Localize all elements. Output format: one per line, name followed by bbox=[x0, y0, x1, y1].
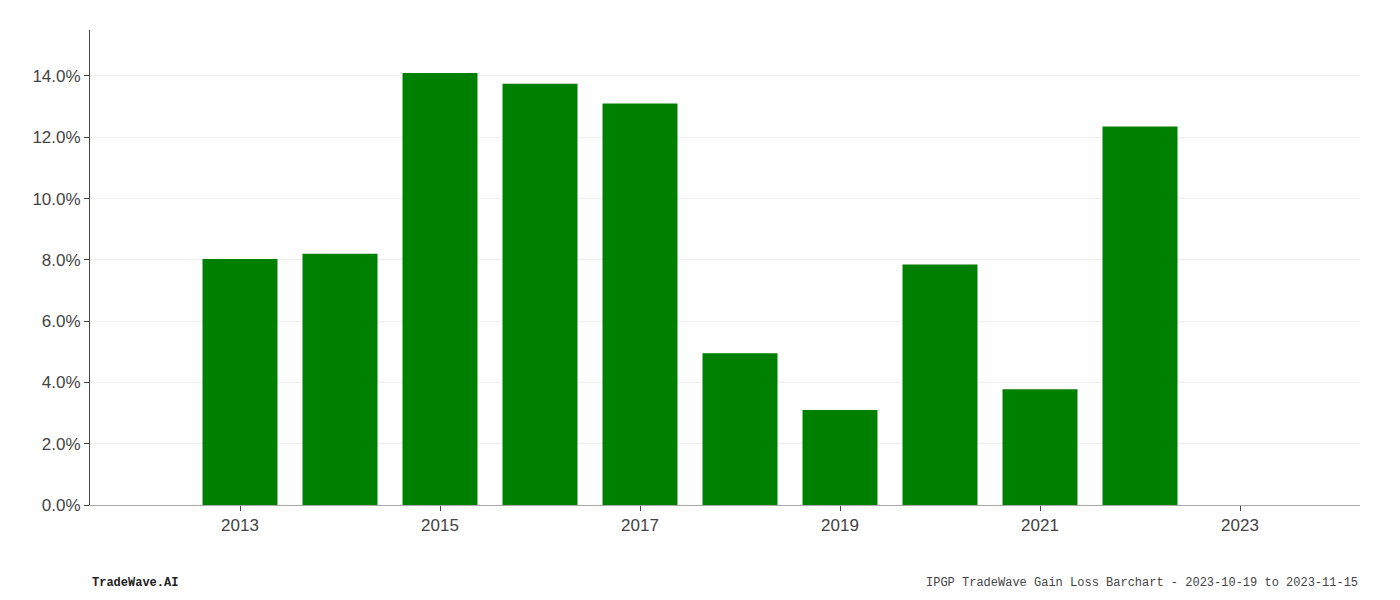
svg-text:6.0%: 6.0% bbox=[42, 312, 81, 331]
svg-text:TradeWave.AI: TradeWave.AI bbox=[92, 576, 178, 590]
svg-text:2021: 2021 bbox=[1021, 516, 1059, 535]
svg-text:4.0%: 4.0% bbox=[42, 373, 81, 392]
svg-text:IPGP TradeWave Gain Loss Barch: IPGP TradeWave Gain Loss Barchart - 2023… bbox=[926, 576, 1358, 590]
svg-text:8.0%: 8.0% bbox=[42, 251, 81, 270]
svg-text:14.0%: 14.0% bbox=[32, 67, 80, 86]
svg-text:0.0%: 0.0% bbox=[42, 496, 81, 515]
svg-text:2017: 2017 bbox=[621, 516, 659, 535]
svg-text:10.0%: 10.0% bbox=[32, 190, 80, 209]
svg-text:2013: 2013 bbox=[221, 516, 259, 535]
svg-text:12.0%: 12.0% bbox=[32, 128, 80, 147]
svg-text:2015: 2015 bbox=[421, 516, 459, 535]
svg-text:2.0%: 2.0% bbox=[42, 435, 81, 454]
svg-text:2019: 2019 bbox=[821, 516, 859, 535]
svg-text:2023: 2023 bbox=[1221, 516, 1259, 535]
